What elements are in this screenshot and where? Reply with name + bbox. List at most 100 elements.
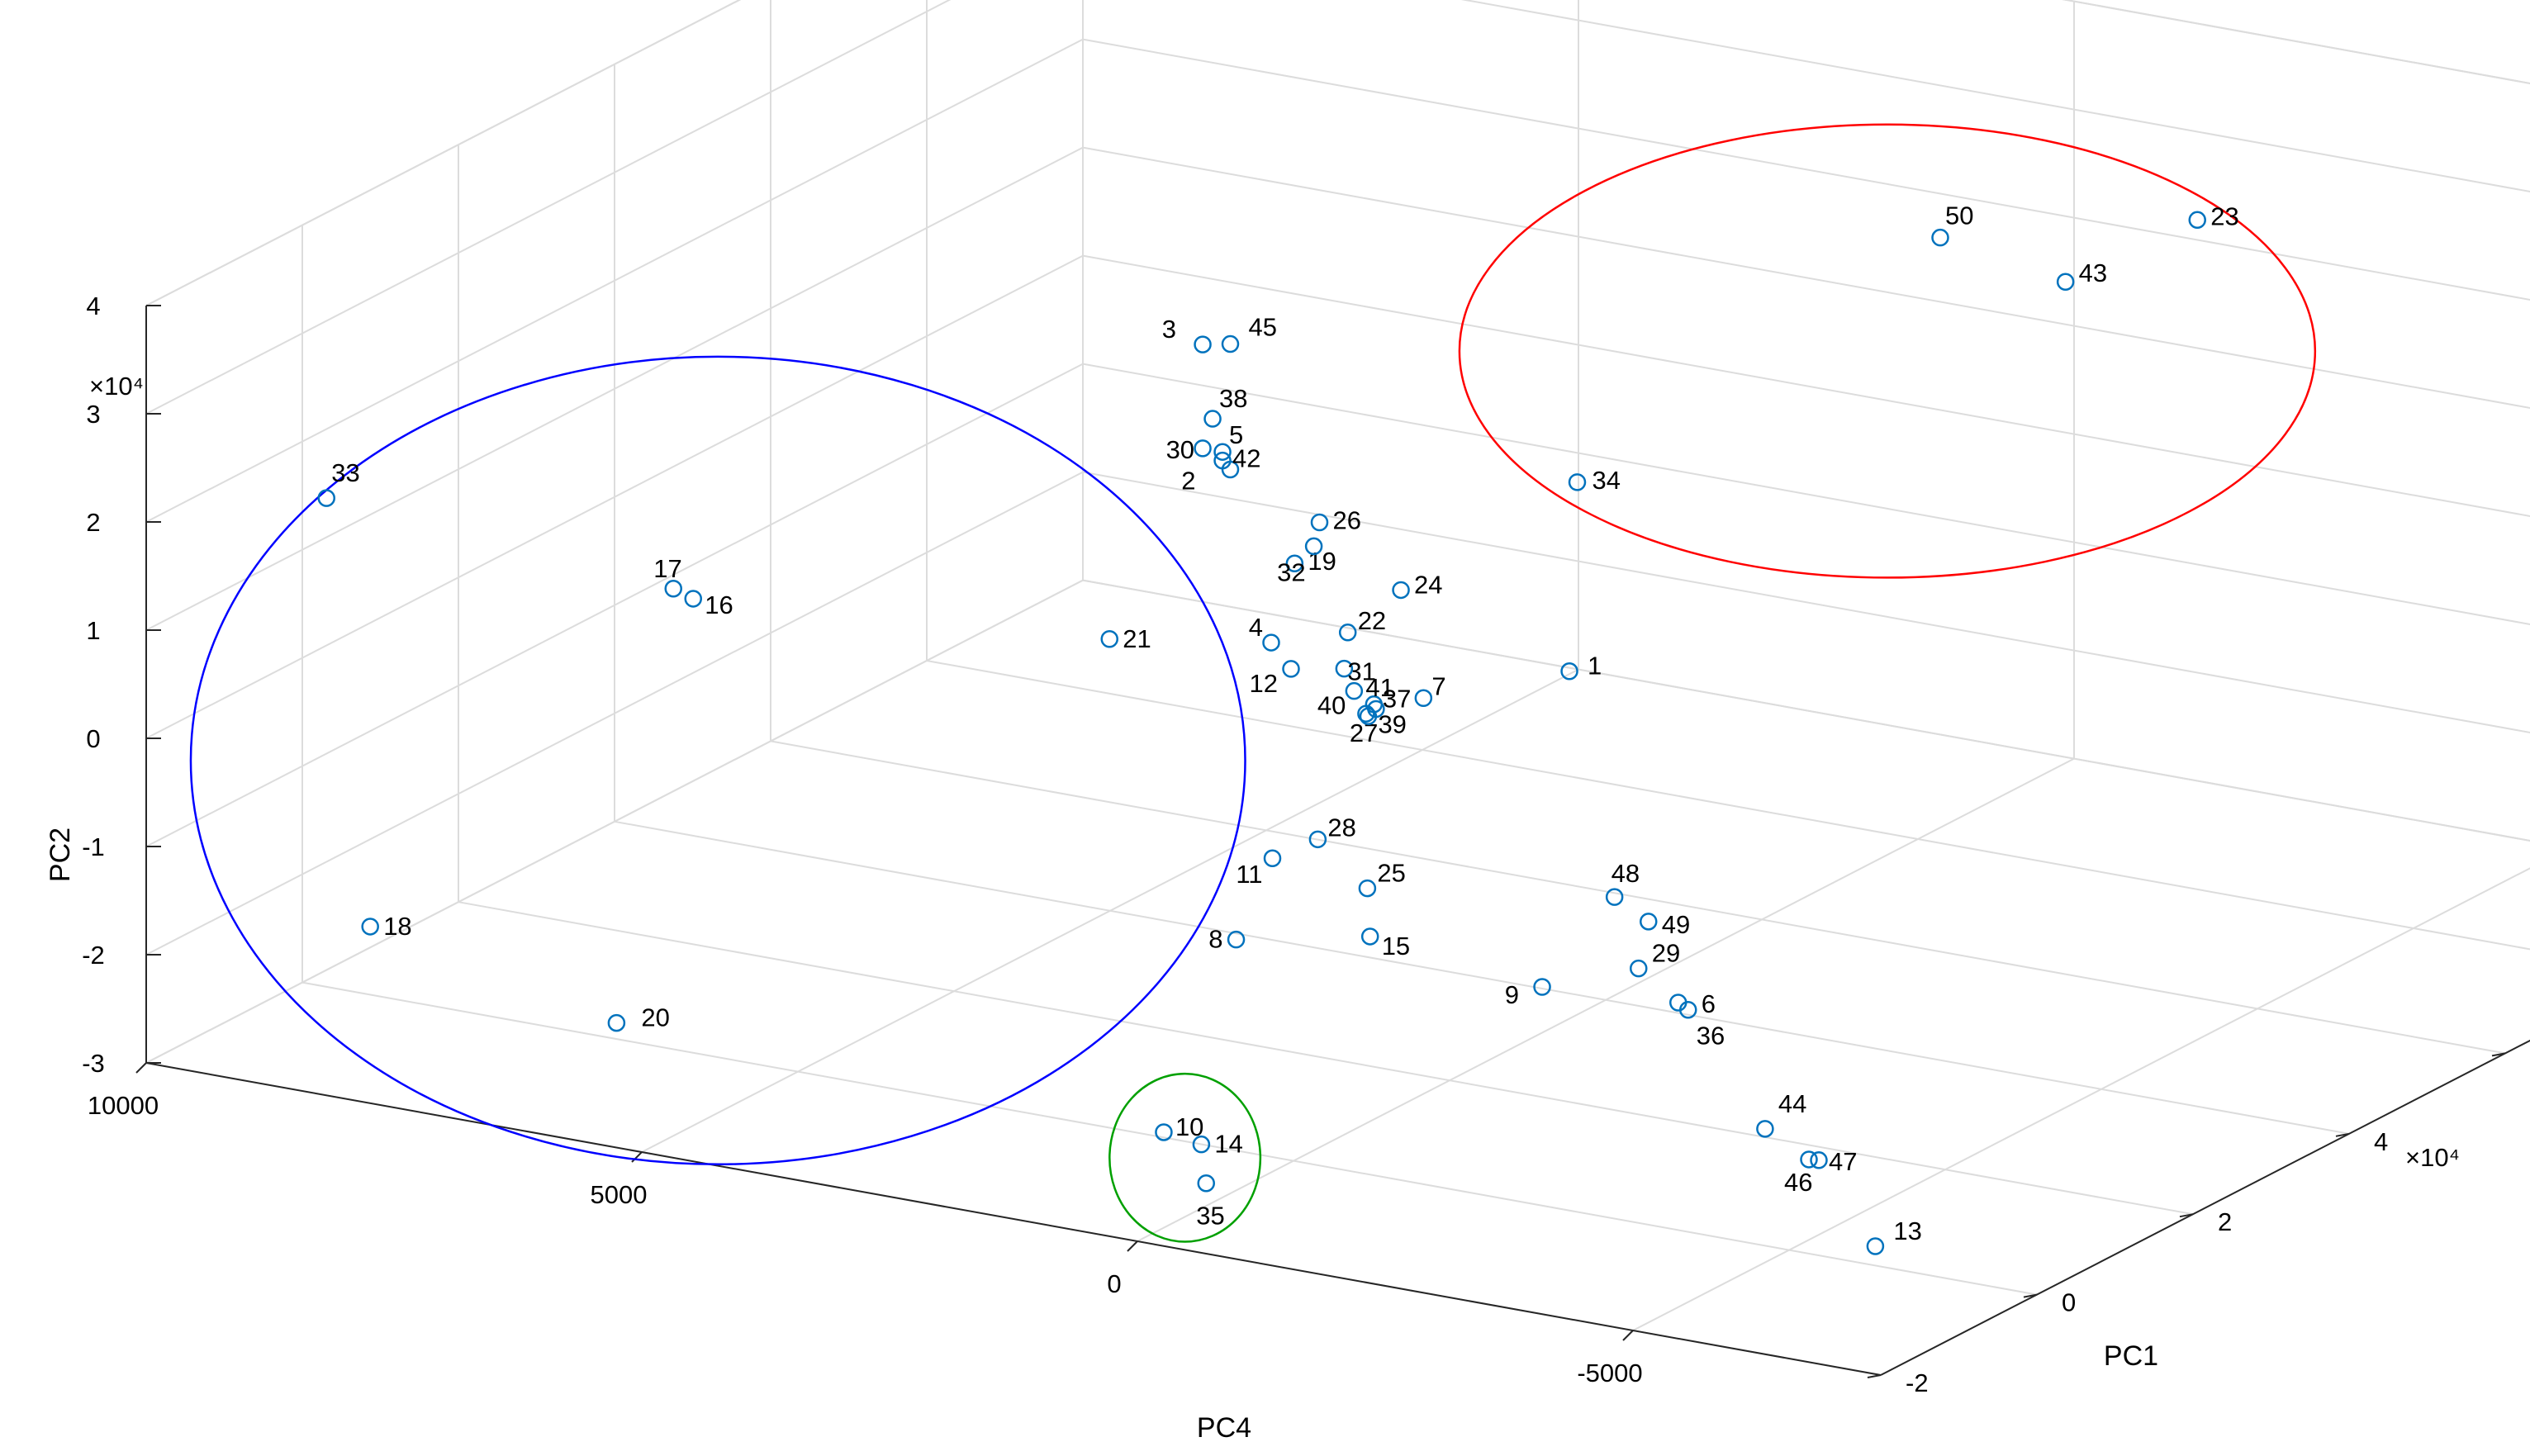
y-tick-label: 5000 [591, 1180, 648, 1209]
floor-grid-line [614, 820, 2350, 1135]
data-point-14 [1192, 1135, 1211, 1154]
floor-grid-line [926, 660, 2530, 951]
y-axis-label: PC4 [1197, 1412, 1251, 1444]
side-wall-grid-line [1082, 254, 2530, 517]
point-label-29: 29 [1652, 939, 1680, 968]
data-point-45 [1221, 334, 1240, 353]
data-point-23 [2188, 211, 2206, 230]
point-label-17: 17 [653, 554, 681, 583]
grid-lines [145, 0, 2530, 1376]
point-label-47: 47 [1829, 1147, 1857, 1176]
data-point-28 [1308, 830, 1327, 849]
data-point-5 [1213, 443, 1232, 461]
point-label-37: 37 [1383, 685, 1411, 714]
point-label-45: 45 [1249, 313, 1277, 342]
y-tick-mark [1622, 1330, 1634, 1341]
data-point-9 [1533, 978, 1551, 996]
point-label-24: 24 [1414, 570, 1442, 599]
data-point-3 [1194, 335, 1212, 353]
point-label-23: 23 [2210, 202, 2238, 230]
point-label-40: 40 [1317, 691, 1346, 720]
point-label-14: 14 [1214, 1130, 1242, 1159]
point-label-22: 22 [1358, 606, 1386, 635]
point-label-42: 42 [1232, 444, 1260, 473]
data-point-36 [1679, 1000, 1697, 1019]
y-tick-mark [1127, 1240, 1138, 1252]
point-label-13: 13 [1893, 1216, 1921, 1245]
data-point-34 [1568, 473, 1587, 491]
back-wall-grid-line [145, 254, 1084, 739]
x-axis-line [1880, 1039, 2530, 1376]
side-wall-grid-line [2062, 0, 2530, 84]
z-tick-label: 1 [86, 616, 100, 645]
z-axis-label: PC2 [45, 828, 76, 882]
back-wall-grid-line [145, 471, 1084, 956]
data-point-30 [1194, 439, 1212, 458]
data-point-40 [1345, 681, 1364, 700]
data-point-25 [1358, 879, 1377, 898]
x-tick-mark [2491, 1052, 2506, 1057]
point-label-30: 30 [1166, 435, 1194, 464]
data-point-26 [1310, 513, 1329, 532]
side-wall-grid-line [1082, 471, 2530, 733]
back-wall-grid-line [145, 146, 1084, 631]
cluster-ellipse-1 [1458, 123, 2317, 579]
back-wall-grid-line [145, 0, 952, 415]
data-point-48 [1605, 888, 1624, 906]
data-point-13 [1866, 1237, 1885, 1255]
point-label-19: 19 [1308, 547, 1336, 576]
data-point-35 [1197, 1174, 1215, 1193]
point-label-50: 50 [1945, 202, 1973, 230]
data-point-46 [1800, 1150, 1818, 1169]
point-label-9: 9 [1505, 980, 1519, 1009]
x-tick-label: -2 [1906, 1368, 1929, 1397]
z-axis-exponent: ×10⁴ [89, 372, 144, 401]
data-point-32 [1304, 537, 1323, 556]
y-tick-label: -5000 [1577, 1359, 1642, 1387]
point-label-20: 20 [641, 1003, 669, 1032]
point-label-25: 25 [1377, 859, 1405, 888]
data-point-21 [1100, 630, 1118, 648]
x-tick-mark [1867, 1374, 1882, 1378]
floor-grid-line [1082, 579, 2530, 842]
cluster-ellipses [189, 123, 2317, 1243]
data-point-50 [1931, 228, 1949, 247]
side-wall-grid-line [1082, 363, 2530, 625]
z-tick-label: -3 [82, 1049, 105, 1078]
point-label-32: 32 [1277, 557, 1305, 586]
floor-grid-line [1632, 867, 2530, 1331]
point-label-2: 2 [1181, 467, 1195, 496]
point-label-5: 5 [1229, 420, 1243, 449]
y-axis-line [145, 1062, 1882, 1376]
data-point-7 [1414, 689, 1433, 707]
point-label-35: 35 [1196, 1202, 1224, 1231]
data-point-15 [1360, 927, 1379, 946]
back-wall-grid-line [145, 363, 1084, 847]
y-tick-label: 10000 [88, 1091, 159, 1120]
side-wall-grid-line [1082, 579, 2530, 842]
point-label-48: 48 [1612, 859, 1640, 888]
data-point-31 [1335, 659, 1354, 678]
data-point-22 [1338, 624, 1357, 642]
x-tick-label: 4 [2374, 1127, 2388, 1156]
point-label-3: 3 [1162, 315, 1176, 344]
data-point-12 [1282, 660, 1300, 678]
back-wall-grid-line [145, 579, 1084, 1064]
axis-lines [135, 305, 2530, 1378]
box-edge [145, 0, 742, 306]
data-point-47 [1810, 1151, 1828, 1169]
side-wall-grid-line [1082, 146, 2530, 409]
floor-grid-line [641, 668, 1579, 1153]
data-points: 1234567891011121314151617181920212223242… [317, 202, 2239, 1255]
point-label-49: 49 [1662, 910, 1690, 939]
point-label-34: 34 [1593, 466, 1621, 495]
cluster-ellipse-3 [1108, 1072, 1262, 1243]
cluster-ellipse-2 [189, 355, 1246, 1166]
floor-grid-line [1137, 757, 2075, 1242]
point-label-36: 36 [1697, 1022, 1725, 1051]
data-point-10 [1155, 1123, 1173, 1141]
point-label-8: 8 [1208, 925, 1222, 954]
axis-labels: PC1 PC4 PC2 ×10⁴ ×10⁴ [45, 372, 2460, 1444]
